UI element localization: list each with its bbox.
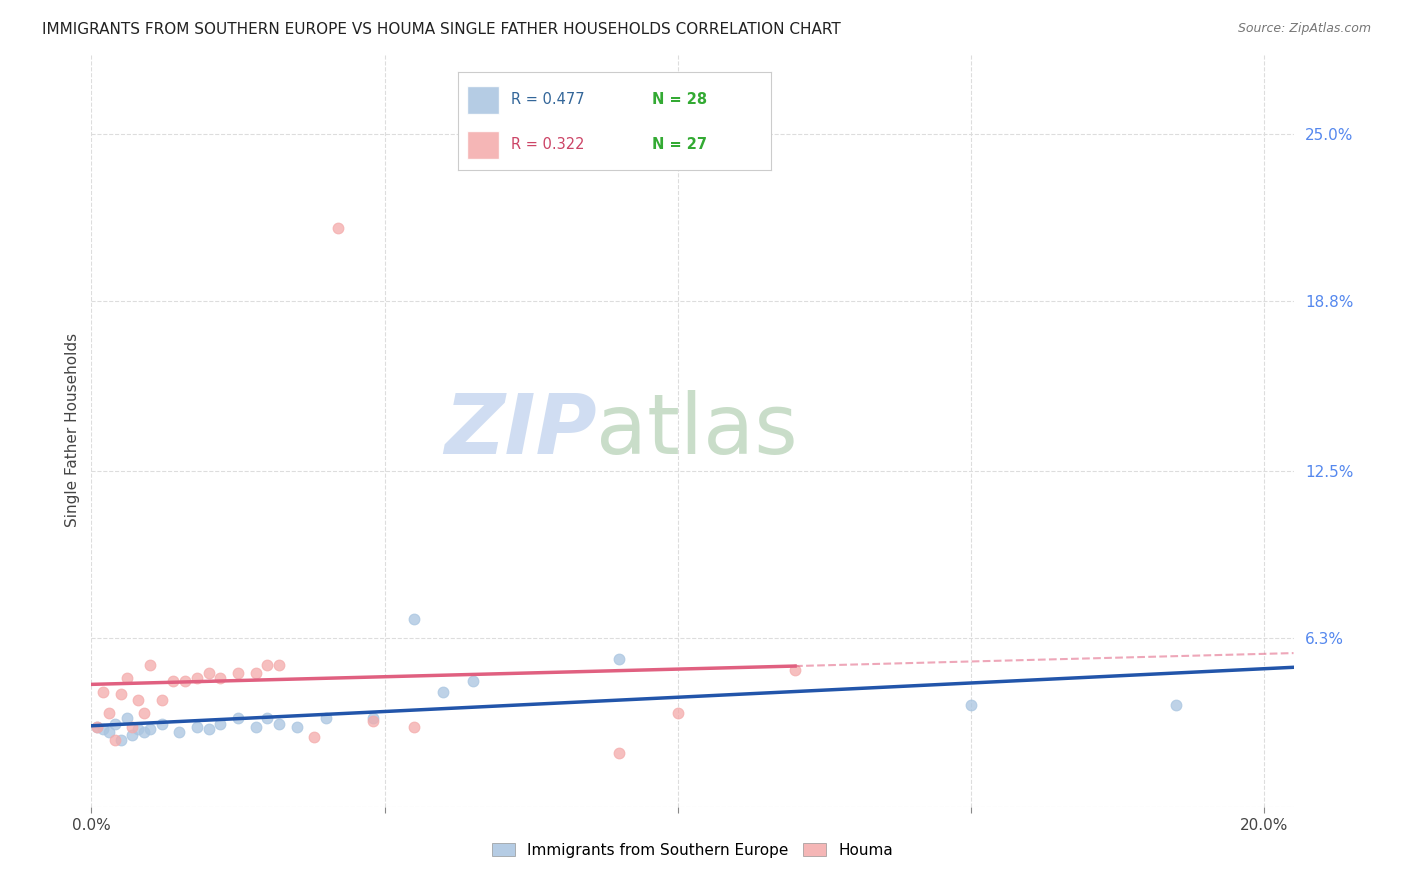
Point <box>121 728 143 742</box>
Point <box>174 673 197 688</box>
Point <box>226 665 249 680</box>
Point <box>302 731 325 745</box>
Text: atlas: atlas <box>596 390 799 471</box>
Point <box>139 657 162 672</box>
Point <box>361 711 384 725</box>
Point <box>121 719 143 733</box>
Point <box>127 692 149 706</box>
Point <box>267 716 290 731</box>
Point <box>402 612 425 626</box>
Point <box>98 706 121 720</box>
Point <box>361 714 384 728</box>
Point <box>139 722 162 736</box>
Point <box>256 711 278 725</box>
Point <box>127 722 149 736</box>
Point <box>86 719 108 733</box>
Point <box>245 665 267 680</box>
Point <box>150 716 173 731</box>
Point <box>209 671 232 685</box>
Point <box>110 687 132 701</box>
Point <box>402 719 425 733</box>
Point <box>666 706 689 720</box>
Point <box>162 673 184 688</box>
Point <box>461 673 484 688</box>
Point <box>607 652 630 666</box>
Point <box>104 716 127 731</box>
Point <box>256 657 278 672</box>
Text: IMMIGRANTS FROM SOUTHERN EUROPE VS HOUMA SINGLE FATHER HOUSEHOLDS CORRELATION CH: IMMIGRANTS FROM SOUTHERN EUROPE VS HOUMA… <box>42 22 841 37</box>
Point <box>150 692 173 706</box>
Point <box>169 724 191 739</box>
Point <box>110 733 132 747</box>
Text: Source: ZipAtlas.com: Source: ZipAtlas.com <box>1237 22 1371 36</box>
Point <box>186 719 208 733</box>
Point <box>315 711 337 725</box>
Point <box>607 747 630 761</box>
Point <box>267 657 290 672</box>
Point <box>86 719 108 733</box>
Point <box>245 719 267 733</box>
Point <box>91 684 114 698</box>
Point <box>186 671 208 685</box>
Point <box>134 724 156 739</box>
Text: ZIP: ZIP <box>444 390 596 471</box>
Y-axis label: Single Father Households: Single Father Households <box>65 334 80 527</box>
Point <box>115 711 138 725</box>
Point <box>115 671 138 685</box>
Point <box>1166 698 1188 712</box>
Point <box>285 719 308 733</box>
Point <box>326 221 349 235</box>
Point <box>209 716 232 731</box>
Point <box>197 665 219 680</box>
Point <box>432 684 454 698</box>
Point <box>783 663 806 677</box>
Point <box>98 724 121 739</box>
Legend: Immigrants from Southern Europe, Houma: Immigrants from Southern Europe, Houma <box>485 837 900 863</box>
Point <box>104 733 127 747</box>
Point <box>91 722 114 736</box>
Point <box>197 722 219 736</box>
Point <box>134 706 156 720</box>
Point <box>960 698 983 712</box>
Point <box>226 711 249 725</box>
